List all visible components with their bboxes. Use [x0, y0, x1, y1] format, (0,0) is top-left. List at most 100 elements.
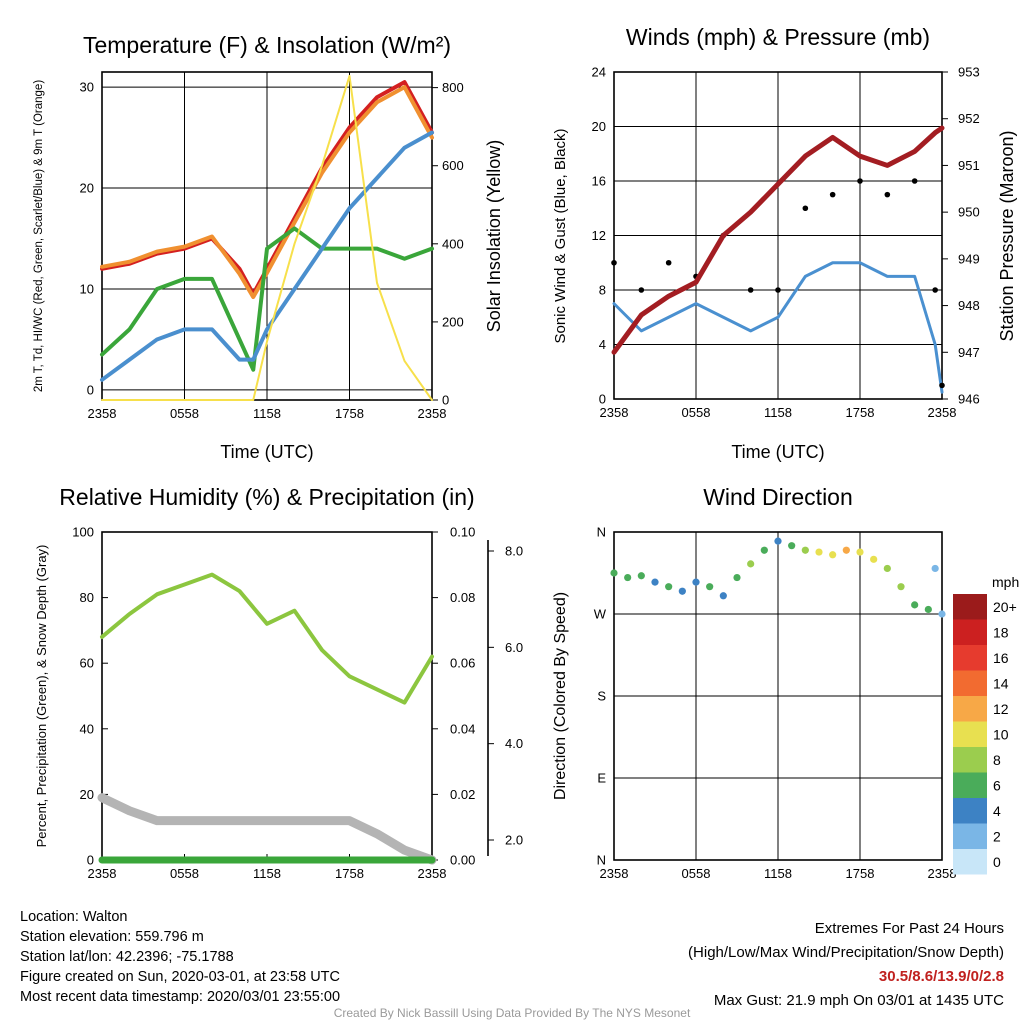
y-tick-label: 0 [87, 853, 94, 868]
x-tick-label: 2358 [88, 866, 117, 881]
y-tick-label: 100 [72, 525, 94, 540]
y-tick-label: 20 [80, 181, 94, 196]
colorbar-label: 16 [993, 650, 1009, 666]
series-line-blue [100, 130, 434, 382]
direction-point [897, 583, 905, 591]
y-tick-label: 20 [592, 119, 606, 134]
chart-title: Winds (mph) & Pressure (mb) [626, 24, 930, 50]
chart-title: Temperature (F) & Insolation (W/m²) [83, 32, 451, 58]
colorbar-swatch [953, 619, 987, 645]
y3-tick-label: 6.0 [505, 640, 523, 655]
y2-tick-label: 0 [442, 393, 449, 408]
colorbar-swatch [953, 798, 987, 824]
humidity-panel: 2358 0558 1158 1758 23580204060801000.000.02… [34, 484, 523, 881]
direction-point [856, 548, 864, 556]
y-tick-label: 60 [80, 656, 94, 671]
series-line-solar [101, 74, 433, 401]
direction-point [788, 542, 796, 550]
direction-point [801, 546, 809, 554]
x-tick-label: 1158 [253, 406, 281, 421]
x-tick-label: 1158 [764, 866, 792, 881]
plot-frame [613, 71, 943, 400]
x-tick-label: 0558 [170, 406, 199, 421]
y-tick-label: 20 [80, 787, 94, 802]
plot-frame [101, 71, 433, 401]
gust-point [638, 287, 645, 293]
colorbar-swatch [953, 747, 987, 773]
colorbar-label: 4 [993, 803, 1001, 819]
colorbar-label: 2 [993, 828, 1001, 844]
direction-point [706, 583, 714, 591]
x-tick-label: 2358 [418, 866, 447, 881]
colorbar-label: 6 [993, 777, 1001, 793]
y2-tick-label: 953 [958, 65, 980, 80]
colorbar-label: 20+ [993, 599, 1017, 615]
y2-tick-label: 400 [442, 236, 464, 251]
extremes-title: Extremes For Past 24 Hours [814, 920, 1004, 937]
y2-tick-label: 951 [958, 158, 980, 173]
latlon-text: Station lat/lon: 42.2396; -75.1788 [20, 949, 234, 965]
y2-tick-label: 0.10 [450, 525, 475, 540]
y2-tick-label: 0.00 [450, 853, 475, 868]
colorbar-title: mph [992, 574, 1019, 590]
colorbar-swatch [953, 696, 987, 722]
direction-point [610, 569, 618, 577]
x-tick-label: 0558 [682, 405, 711, 420]
max-gust-text: Max Gust: 21.9 mph On 03/01 at 1435 UTC [713, 992, 1004, 1009]
y2-tick-label: 0.04 [450, 721, 475, 736]
x-tick-label: 2358 [88, 406, 117, 421]
gust-point [939, 382, 945, 389]
colorbar-swatch [953, 721, 987, 747]
x-tick-label: 2358 [600, 866, 629, 881]
y-tick-label: S [597, 689, 606, 704]
direction-point [911, 601, 919, 609]
colorbar-swatch [953, 849, 987, 875]
direction-point [842, 546, 850, 554]
x-tick-label: 1758 [335, 406, 364, 421]
x-tick-label: 2358 [600, 405, 629, 420]
direction-point [931, 564, 939, 573]
y-tick-label: 10 [80, 281, 94, 296]
y2-tick-label: 200 [442, 314, 464, 329]
direction-point [692, 578, 700, 586]
series-line-rh [100, 572, 434, 705]
y2-tick-label: 600 [442, 158, 464, 173]
speed-colorbar: mph 20+ 18 16 14 12 10 8 6 4 2 0 [953, 574, 1019, 875]
gust-point [665, 259, 672, 266]
colorbar-label: 14 [993, 675, 1009, 691]
y2-tick-label: 950 [958, 205, 980, 220]
elevation-text: Station elevation: 559.796 m [20, 929, 204, 945]
plot-frame [101, 531, 433, 861]
direction-point [678, 587, 686, 595]
gust-point [802, 205, 809, 212]
gust-point [932, 287, 938, 293]
series-line-pressure [611, 125, 945, 355]
x-tick-label: 1758 [335, 866, 364, 881]
temperature-panel: 2358 0558 1158 1758 235801020300200400600800… [33, 32, 504, 462]
y-tick-label: 0 [87, 382, 94, 397]
y2-tick-label: 0.02 [450, 787, 475, 802]
y2-tick-label: 949 [958, 251, 980, 266]
y-tick-label: 12 [592, 228, 606, 243]
colorbar-swatch [953, 594, 987, 620]
direction-point [719, 592, 727, 600]
colorbar-label: 8 [993, 752, 1001, 768]
gust-point [611, 259, 617, 266]
x-axis-label: Time (UTC) [220, 442, 313, 462]
series-line-wind [612, 261, 944, 394]
y-tick-label: 30 [80, 80, 94, 95]
chart-title: Wind Direction [703, 484, 853, 510]
gust-point [857, 178, 863, 184]
x-tick-label: 2358 [418, 406, 447, 421]
colorbar-label: 12 [993, 701, 1009, 717]
gust-point [775, 287, 781, 293]
gust-point [829, 191, 836, 198]
direction-point [637, 572, 645, 580]
gust-point [884, 191, 891, 198]
y-axis-label: Percent, Precipitation (Green), & Snow D… [34, 545, 49, 848]
direction-point [651, 578, 659, 586]
colorbar-swatch [953, 823, 987, 849]
direction-point [774, 537, 782, 545]
